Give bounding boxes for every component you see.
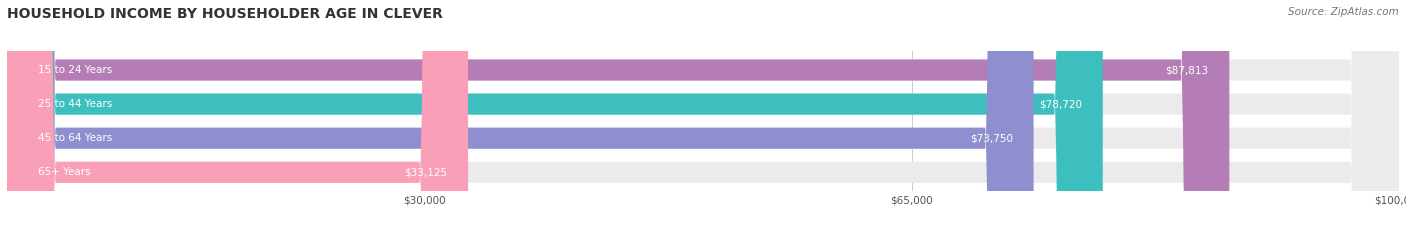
- Text: 25 to 44 Years: 25 to 44 Years: [38, 99, 112, 109]
- Text: 45 to 64 Years: 45 to 64 Years: [38, 133, 112, 143]
- Text: HOUSEHOLD INCOME BY HOUSEHOLDER AGE IN CLEVER: HOUSEHOLD INCOME BY HOUSEHOLDER AGE IN C…: [7, 7, 443, 21]
- FancyBboxPatch shape: [7, 0, 1229, 233]
- FancyBboxPatch shape: [7, 0, 1399, 233]
- Text: 15 to 24 Years: 15 to 24 Years: [38, 65, 112, 75]
- Text: $78,720: $78,720: [1039, 99, 1081, 109]
- Text: $87,813: $87,813: [1166, 65, 1208, 75]
- FancyBboxPatch shape: [7, 0, 1399, 233]
- Text: $33,125: $33,125: [404, 167, 447, 177]
- FancyBboxPatch shape: [7, 0, 1102, 233]
- Text: Source: ZipAtlas.com: Source: ZipAtlas.com: [1288, 7, 1399, 17]
- FancyBboxPatch shape: [7, 0, 468, 233]
- Text: $73,750: $73,750: [970, 133, 1012, 143]
- Text: 65+ Years: 65+ Years: [38, 167, 90, 177]
- FancyBboxPatch shape: [7, 0, 1399, 233]
- FancyBboxPatch shape: [7, 0, 1033, 233]
- FancyBboxPatch shape: [7, 0, 1399, 233]
